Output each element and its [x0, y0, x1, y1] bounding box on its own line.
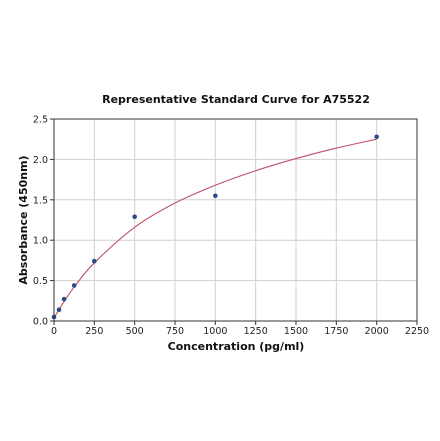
x-tick-label: 500: [126, 326, 144, 337]
x-tick-label: 2250: [405, 326, 429, 337]
y-tick-label: 0.5: [33, 276, 48, 287]
x-tick-label: 1500: [284, 326, 308, 337]
data-points-layer: [51, 134, 379, 320]
y-axis-label: Absorbance (450nm): [17, 155, 30, 284]
fit-curve-layer: [53, 138, 377, 319]
y-tick-label: 2.5: [33, 115, 48, 126]
data-point: [92, 258, 97, 264]
x-axis-label: Concentration (pg/ml): [168, 340, 305, 353]
chart-title: Representative Standard Curve for A75522: [102, 93, 370, 106]
data-point: [56, 307, 62, 312]
grid-lines: [53, 118, 418, 322]
y-axis-ticks: 0.0 0.5 1.0 1.5 2.0 2.5: [33, 115, 54, 328]
x-tick-label: 1000: [203, 326, 227, 337]
x-tick-label: 250: [85, 326, 103, 337]
y-tick-label: 0.0: [33, 317, 48, 328]
data-point: [132, 214, 137, 220]
y-tick-label: 1.5: [33, 195, 48, 206]
plot-frame: [53, 118, 418, 322]
x-tick-label: 0: [51, 326, 57, 337]
x-axis-ticks: 0 250 500 750 1000 1250 1500 1750 2000 2250: [51, 321, 429, 337]
x-tick-label: 1250: [244, 326, 268, 337]
fit-curve-line: [53, 138, 377, 319]
data-point: [213, 193, 218, 199]
data-point: [61, 296, 67, 302]
x-tick-label: 1750: [324, 326, 348, 337]
y-tick-label: 2.0: [33, 155, 48, 166]
data-point: [71, 283, 77, 288]
x-tick-label: 2000: [365, 326, 389, 337]
y-tick-label: 1.0: [33, 236, 48, 247]
data-point: [374, 134, 379, 140]
x-tick-label: 750: [166, 326, 184, 337]
